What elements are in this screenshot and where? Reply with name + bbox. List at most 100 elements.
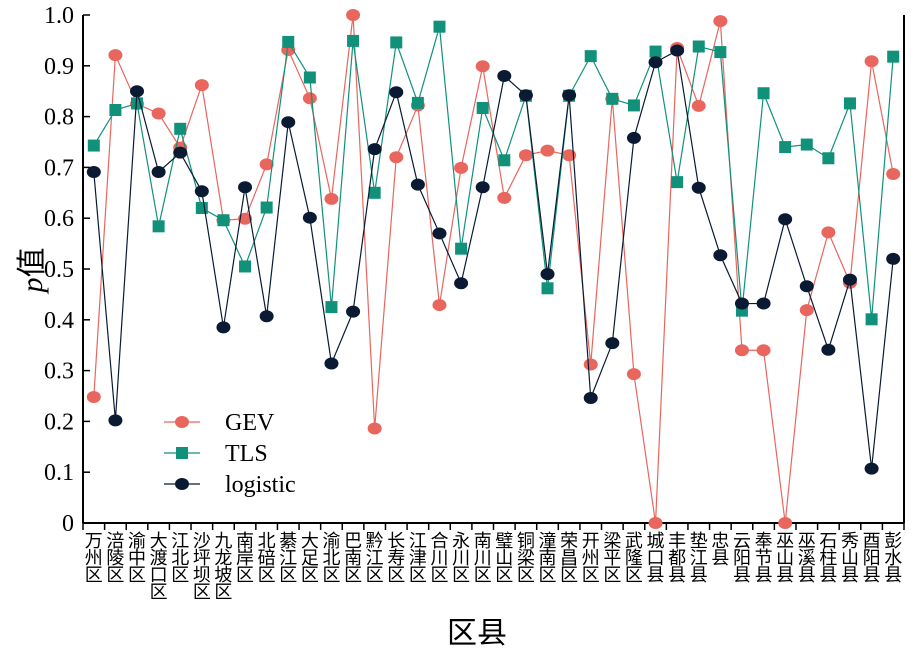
data-point-logistic [324,357,339,370]
x-tick-label: 渝北区 [322,531,340,586]
data-point-tls [303,71,316,84]
data-point-tls [476,101,489,114]
data-point-logistic [194,185,209,198]
data-point-logistic [648,56,663,69]
y-tick-label: 1.0 [44,3,74,29]
data-point-gev [713,15,728,28]
x-tick-label: 酉阳县 [863,531,881,586]
data-point-gev [518,149,533,162]
series-line-logistic [93,49,894,469]
data-point-gev [626,368,641,381]
legend-marker [175,416,189,428]
data-point-tls [282,35,295,48]
x-tick-label: 丰都县 [668,531,686,586]
data-point-gev [454,161,469,174]
data-point-gev [238,212,253,225]
legend-label: TLS [225,441,268,467]
data-point-gev [432,299,447,312]
data-point-gev [367,422,382,435]
x-tick-label: 万州区 [85,531,103,586]
data-point-tls [87,139,100,152]
data-point-tls [109,103,122,116]
data-point-logistic [821,343,836,356]
x-tick-label: 巫山县 [776,531,794,586]
x-tick-label: 江津区 [409,531,427,586]
data-point-gev [691,99,706,112]
legend: GEV TLS logistic [164,410,296,498]
y-tick-label: 0.7 [44,155,74,181]
x-tick-label: 渝中区 [128,531,146,586]
data-point-gev [778,517,793,529]
x-tick-label: 涪陵区 [106,531,124,586]
y-tick-label: 0.5 [44,257,74,283]
x-tick-label: 石柱县 [819,531,837,586]
y-axis-title-symbol: p [16,278,49,295]
y-axis-title: p值 [15,248,50,295]
data-point-gev [540,144,555,157]
data-point-gev [648,517,663,529]
x-tick-label: 江北区 [171,531,189,586]
data-point-logistic [410,178,425,191]
data-point-logistic [454,277,469,290]
data-point-logistic [734,297,749,310]
data-point-gev [799,304,814,317]
data-point-tls [541,282,554,295]
data-point-logistic [259,310,274,323]
data-point-gev [302,92,317,105]
data-point-logistic [346,305,361,318]
data-point-logistic [497,69,512,82]
x-tick-label: 云阳县 [733,531,751,586]
x-tick-label: 垫江县 [690,531,708,586]
data-point-gev [497,191,512,204]
data-point-logistic [216,321,231,334]
data-point-logistic [108,414,123,427]
data-point-gev [583,358,598,371]
x-tick-label: 永川区 [452,531,470,586]
data-point-logistic [864,462,879,475]
data-point-logistic [86,165,101,178]
x-tick-label: 南川区 [474,531,492,586]
data-point-logistic [367,143,382,156]
data-point-logistic [756,297,771,310]
y-tick-label: 0.6 [44,206,74,232]
data-point-tls [649,45,662,58]
series-layer [86,9,901,529]
x-tick-label: 长寿区 [387,531,405,586]
data-point-gev [821,226,836,239]
data-point-logistic [605,337,620,350]
data-point-tls [368,186,381,199]
data-point-logistic [151,165,166,178]
data-point-gev [324,192,339,205]
x-tick-label: 北碚区 [258,531,276,586]
y-tick-label: 0.8 [44,105,74,131]
data-point-tls [217,214,230,227]
data-point-gev [194,79,209,92]
data-point-gev [756,344,771,357]
series-gev [86,9,901,529]
data-point-tls [390,36,403,49]
x-tick-label: 奉节县 [755,531,773,586]
data-point-logistic [475,181,490,194]
data-point-logistic [173,146,188,159]
data-point-tls [260,201,273,214]
x-tick-label: 彭水县 [884,531,902,586]
x-tick-label: 九龙坡区 [214,531,232,603]
x-tick-label: 秀山县 [841,531,859,586]
x-tick-label: 大渡口区 [150,531,168,603]
data-point-tls [195,202,208,215]
data-point-logistic [713,249,728,262]
x-axis-title: 区县 [447,616,507,651]
data-point-gev [886,168,901,181]
series-line-tls [93,26,894,320]
y-tick-label: 0 [62,511,74,537]
data-point-logistic [518,89,533,102]
data-point-tls [433,20,446,33]
y-tick-label: 0.2 [44,409,74,435]
x-tick-label: 铜梁区 [517,531,535,586]
y-tick-label: 0.9 [44,54,74,80]
data-point-gev [864,55,879,68]
x-tick-label: 城口县 [647,531,665,586]
data-point-logistic [778,213,793,226]
data-point-tls [347,34,360,47]
